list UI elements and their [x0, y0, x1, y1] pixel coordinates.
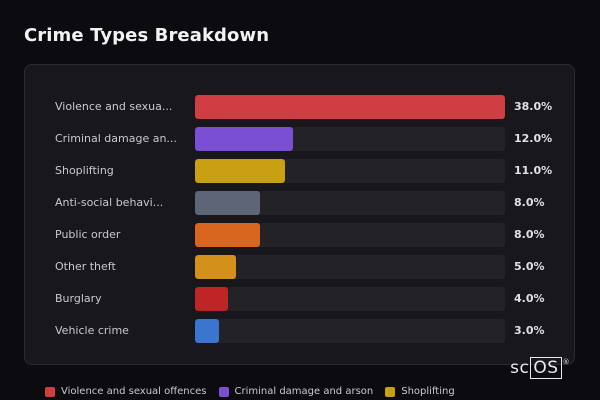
bar-category-label: Burglary — [55, 292, 102, 305]
watermark-prefix: sc — [510, 358, 530, 378]
bar[interactable] — [195, 159, 285, 183]
bar-row: Burglary 4.0% — [25, 287, 574, 311]
legend-swatch — [218, 386, 229, 397]
chart-title: Crime Types Breakdown — [24, 25, 270, 46]
bar[interactable] — [195, 95, 505, 119]
bar[interactable] — [195, 191, 260, 215]
legend-item[interactable]: Shoplifting — [385, 386, 455, 397]
bar-value-label: 38.0% — [514, 100, 553, 113]
bar-category-label: Anti-social behavi... — [55, 196, 164, 209]
bar-row: Shoplifting 11.0% — [25, 159, 574, 183]
watermark-mark: ® — [562, 358, 570, 366]
bar-row: Vehicle crime 3.0% — [25, 319, 574, 343]
bar-track — [195, 255, 505, 279]
bar-category-label: Vehicle crime — [55, 324, 129, 337]
bar-row: Anti-social behavi... 8.0% — [25, 191, 574, 215]
bar-value-label: 4.0% — [514, 292, 545, 305]
bar-value-label: 8.0% — [514, 228, 545, 241]
legend-label: Shoplifting — [401, 386, 455, 397]
bar-category-label: Public order — [55, 228, 121, 241]
chart-legend: Violence and sexual offences Criminal dam… — [45, 386, 455, 397]
bar-row: Criminal damage an... 12.0% — [25, 127, 574, 151]
bar-category-label: Other theft — [55, 260, 116, 273]
bar-category-label: Criminal damage an... — [55, 132, 177, 145]
bar-value-label: 8.0% — [514, 196, 545, 209]
legend-label: Violence and sexual offences — [61, 386, 207, 397]
bar[interactable] — [195, 127, 293, 151]
chart-card: Violence and sexua... 38.0% Criminal damag… — [24, 64, 575, 365]
watermark-boxed: OS — [530, 357, 562, 379]
legend-item[interactable]: Violence and sexual offences — [45, 386, 207, 397]
bar-track — [195, 159, 505, 183]
bar[interactable] — [195, 319, 219, 343]
bar-category-label: Violence and sexua... — [55, 100, 173, 113]
bar-value-label: 5.0% — [514, 260, 545, 273]
watermark-logo: sc OS ® — [510, 357, 570, 379]
bar-track — [195, 319, 505, 343]
legend-item[interactable]: Criminal damage and arson — [218, 386, 374, 397]
bar-row: Public order 8.0% — [25, 223, 574, 247]
bar-track — [195, 223, 505, 247]
bar[interactable] — [195, 223, 260, 247]
bar-value-label: 12.0% — [514, 132, 553, 145]
bar-row: Violence and sexua... 38.0% — [25, 95, 574, 119]
bar-row: Other theft 5.0% — [25, 255, 574, 279]
legend-swatch — [385, 386, 396, 397]
bar-track — [195, 191, 505, 215]
bar[interactable] — [195, 255, 236, 279]
legend-label: Criminal damage and arson — [234, 386, 374, 397]
bar-track — [195, 127, 505, 151]
bar[interactable] — [195, 287, 228, 311]
bar-value-label: 3.0% — [514, 324, 545, 337]
bar-category-label: Shoplifting — [55, 164, 114, 177]
bar-track — [195, 95, 505, 119]
bar-track — [195, 287, 505, 311]
legend-swatch — [45, 386, 55, 397]
bar-value-label: 11.0% — [514, 164, 553, 177]
